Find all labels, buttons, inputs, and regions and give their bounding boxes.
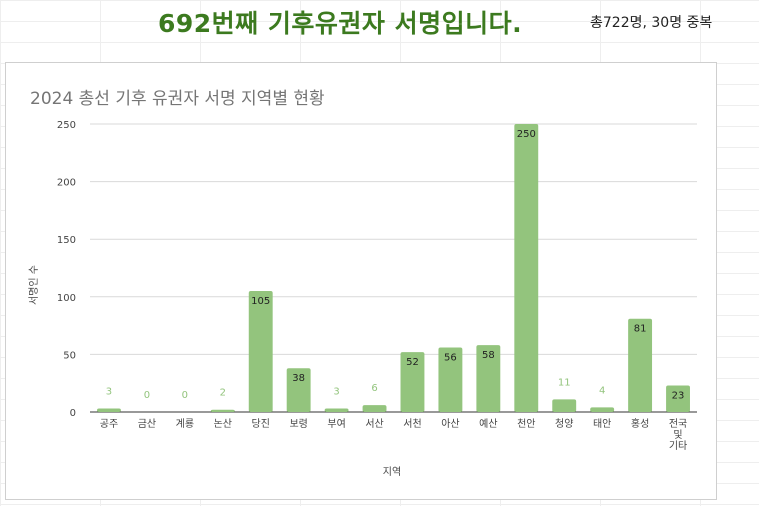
data-label: 52: [406, 357, 419, 368]
data-label: 6: [371, 383, 377, 394]
x-tick-label: 계룡: [176, 418, 194, 430]
bar-부여[interactable]: [324, 408, 349, 412]
x-tick-label: 보령: [289, 418, 307, 430]
data-label: 4: [599, 385, 605, 396]
data-label: 81: [634, 324, 647, 335]
data-label: 0: [144, 390, 150, 401]
bar-예산[interactable]: [476, 345, 501, 412]
bar-태안[interactable]: [590, 407, 615, 412]
x-tick-label: 청양: [555, 418, 573, 430]
x-tick-label: 홍성: [631, 417, 649, 430]
x-tick-label: 태안: [593, 418, 611, 430]
data-label: 58: [482, 350, 495, 361]
x-axis-title: 지역: [383, 466, 401, 478]
data-label: 11: [558, 377, 571, 388]
data-label: 23: [672, 391, 685, 402]
bar-천안[interactable]: [514, 124, 539, 412]
y-tick-label: 50: [63, 350, 76, 361]
data-label: 3: [333, 387, 339, 398]
x-tick-label: 논산: [214, 418, 232, 430]
chart-card[interactable]: 2024 총선 기후 유권자 서명 지역별 현황 0 50 100 150 200 250…: [5, 62, 717, 500]
bar-전국 및 기타[interactable]: [666, 385, 690, 412]
data-label: 0: [182, 390, 188, 401]
x-tick-label: 공주: [100, 418, 118, 430]
x-tick-label: 금산: [138, 418, 156, 430]
x-tick-label: 부여: [327, 418, 345, 430]
x-tick-label: 및: [673, 429, 682, 441]
y-tick-label: 200: [57, 178, 76, 189]
bar-공주[interactable]: [97, 408, 121, 412]
data-label: 105: [251, 296, 270, 307]
bar-아산[interactable]: [438, 347, 463, 412]
bar-보령[interactable]: [286, 368, 311, 412]
bar-당진[interactable]: [248, 291, 273, 412]
x-tick-label: 전국: [669, 418, 687, 430]
x-tick-label: 당진: [252, 418, 270, 430]
signature-count-note: 총722명, 30명 중복: [590, 15, 713, 31]
y-axis-title: 서명인 수: [28, 265, 40, 305]
bar-서천[interactable]: [400, 352, 425, 412]
bar-chart: 0 50 100 150 200 250 3 공주 0 금산 0 계룡 2 논산 105 당진 38 보령 3 부여 6…: [28, 120, 697, 478]
data-label: 250: [517, 129, 536, 140]
x-tick-label: 기타: [669, 440, 687, 452]
x-tick-label: 서천: [403, 418, 421, 430]
chart-title: 2024 총선 기후 유권자 서명 지역별 현황: [30, 89, 325, 109]
x-tick-label: 서산: [365, 418, 383, 430]
bar-서산[interactable]: [362, 405, 387, 412]
bar-논산[interactable]: [210, 409, 235, 412]
x-tick-label: 아산: [441, 418, 459, 430]
x-tick-label: 예산: [479, 418, 497, 430]
data-label: 3: [106, 387, 112, 398]
y-tick-label: 0: [70, 408, 76, 419]
bar-청양[interactable]: [552, 399, 577, 412]
bar-홍성[interactable]: [628, 318, 653, 412]
y-tick-label: 250: [57, 120, 76, 131]
y-tick-label: 150: [57, 235, 76, 246]
headline: 692번째 기후유권자 서명입니다.: [158, 9, 523, 38]
data-label: 2: [220, 388, 226, 399]
data-label: 56: [444, 352, 457, 363]
data-label: 38: [292, 373, 305, 384]
y-tick-label: 100: [57, 293, 76, 304]
x-tick-label: 천안: [517, 418, 535, 430]
